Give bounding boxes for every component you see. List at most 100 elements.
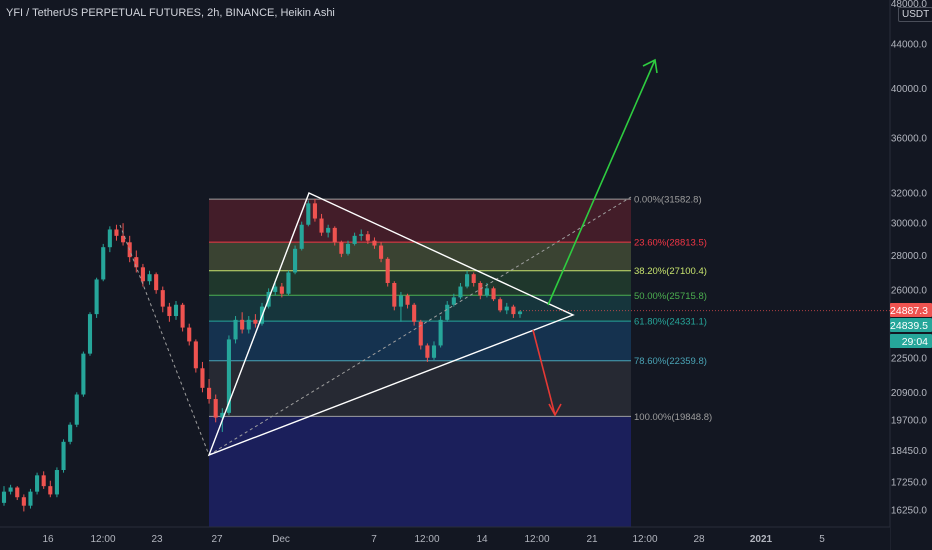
candle-body xyxy=(48,486,53,495)
time-tick-label: 27 xyxy=(211,534,223,545)
candle-body xyxy=(438,319,443,346)
candle-body xyxy=(107,229,112,248)
fib-zone xyxy=(209,360,631,417)
time-tick-label: 2021 xyxy=(750,534,773,545)
price-tick-label: 32000.0 xyxy=(891,189,928,200)
candle-body xyxy=(471,274,476,283)
candle-body xyxy=(365,234,370,241)
candle-body xyxy=(339,242,344,254)
candle-body xyxy=(412,304,417,322)
candle-body xyxy=(8,487,13,492)
fibonacci-retracement xyxy=(209,199,631,527)
price-tag-bg xyxy=(890,334,932,348)
fib-level-labels: 0.00%(31582.8) 23.60%(28813.5) 38.20%(2710… xyxy=(634,195,712,423)
candle-body xyxy=(240,319,245,330)
time-tick-label: 12:00 xyxy=(632,534,657,545)
dashed-diagonal-line xyxy=(208,196,632,456)
candle-body xyxy=(81,353,86,395)
candle-body xyxy=(167,306,172,317)
candle-body xyxy=(187,327,192,342)
price-tick-label: 26000.0 xyxy=(891,286,928,297)
time-tick-label: Dec xyxy=(272,534,290,545)
symmetrical-triangle xyxy=(207,192,575,457)
time-tick-label: 12:00 xyxy=(414,534,439,545)
trend-drawings xyxy=(119,58,658,457)
price-tick-label: 17250.0 xyxy=(891,478,928,489)
price-tick-label: 48000.0 xyxy=(891,0,928,10)
candle-body xyxy=(74,394,79,425)
candle-body xyxy=(332,227,337,243)
fib-zone xyxy=(209,295,631,322)
price-tick-label: 40000.0 xyxy=(891,84,928,95)
bullish-arrow-head xyxy=(642,58,658,74)
candle-body xyxy=(114,229,119,236)
candle-body xyxy=(68,424,73,442)
fib-level-label: 0.00%(31582.8) xyxy=(634,195,702,206)
fib-zone xyxy=(209,416,631,527)
candles xyxy=(1,198,523,512)
price-tick-label: 36000.0 xyxy=(891,133,928,144)
candle-body xyxy=(180,304,185,328)
candle-body xyxy=(484,288,489,296)
time-tick-label: 21 xyxy=(586,534,598,545)
price-tag-bg xyxy=(890,318,932,332)
candle-body xyxy=(121,235,126,243)
candle-body xyxy=(233,319,238,340)
time-tick-label: 5 xyxy=(819,534,825,545)
candle-body xyxy=(299,224,304,249)
time-tick-label: 12:00 xyxy=(524,534,549,545)
candle-body xyxy=(392,282,397,307)
candle-body xyxy=(213,399,218,418)
candle-body xyxy=(306,203,311,225)
candle-body xyxy=(445,304,450,320)
price-tick-label: 44000.0 xyxy=(891,40,928,51)
candle-body xyxy=(405,295,410,305)
currency-badge[interactable]: USDT xyxy=(898,7,932,22)
price-tick-label: 30000.0 xyxy=(891,219,928,230)
candle-body xyxy=(425,345,430,358)
candle-body xyxy=(517,311,523,315)
price-tick-label: 18450.0 xyxy=(891,446,928,457)
candle-body xyxy=(140,267,145,282)
fib-zone xyxy=(209,242,631,271)
price-tags: 24887.3 24839.5 29:04 xyxy=(520,303,932,348)
fib-level-label: 50.00%(25715.8) xyxy=(634,291,707,302)
candle-body xyxy=(498,299,503,311)
bullish-arrow-line xyxy=(547,59,656,306)
time-tick-label: 23 xyxy=(151,534,163,545)
candle-body xyxy=(418,321,423,346)
candle-body xyxy=(286,272,291,294)
time-axis: 16 12:00 23 27 Dec 7 12:00 14 12:00 21 12:00 28 2021… xyxy=(0,526,890,550)
candle-body xyxy=(220,412,225,418)
price-tick-label: 28000.0 xyxy=(891,251,928,262)
time-tick-label: 28 xyxy=(693,534,705,545)
price-tick-label: 20900.0 xyxy=(891,388,928,399)
candle-body xyxy=(226,339,231,413)
candle-body xyxy=(101,247,106,280)
candle-body xyxy=(458,286,463,298)
price-axis: 48000.0 44000.0 40000.0 36000.0 32000.0 30000… xyxy=(889,0,932,550)
fib-level-label: 100.00%(19848.8) xyxy=(634,412,712,423)
candle-body xyxy=(1,491,7,503)
price-tag-label: 24839.5 xyxy=(890,320,928,332)
candle-body xyxy=(61,441,66,471)
candle-body xyxy=(253,319,258,324)
candle-body xyxy=(431,345,437,358)
candle-body xyxy=(326,227,331,233)
candle-body xyxy=(28,491,33,506)
candle-body xyxy=(491,288,496,300)
fib-level-label: 78.60%(22359.8) xyxy=(634,356,707,367)
price-tick-label: 19700.0 xyxy=(891,415,928,426)
candle-body xyxy=(279,286,284,294)
candle-body xyxy=(398,295,403,307)
candle-body xyxy=(94,279,99,315)
price-axis-bg xyxy=(890,0,932,550)
candle-body xyxy=(385,258,390,283)
candle-body xyxy=(451,297,456,305)
candle-body xyxy=(319,218,324,233)
candle-body xyxy=(35,475,40,492)
fib-level-label: 38.20%(27100.4) xyxy=(634,266,707,277)
candle-body xyxy=(207,387,212,400)
candle-body xyxy=(160,290,165,307)
